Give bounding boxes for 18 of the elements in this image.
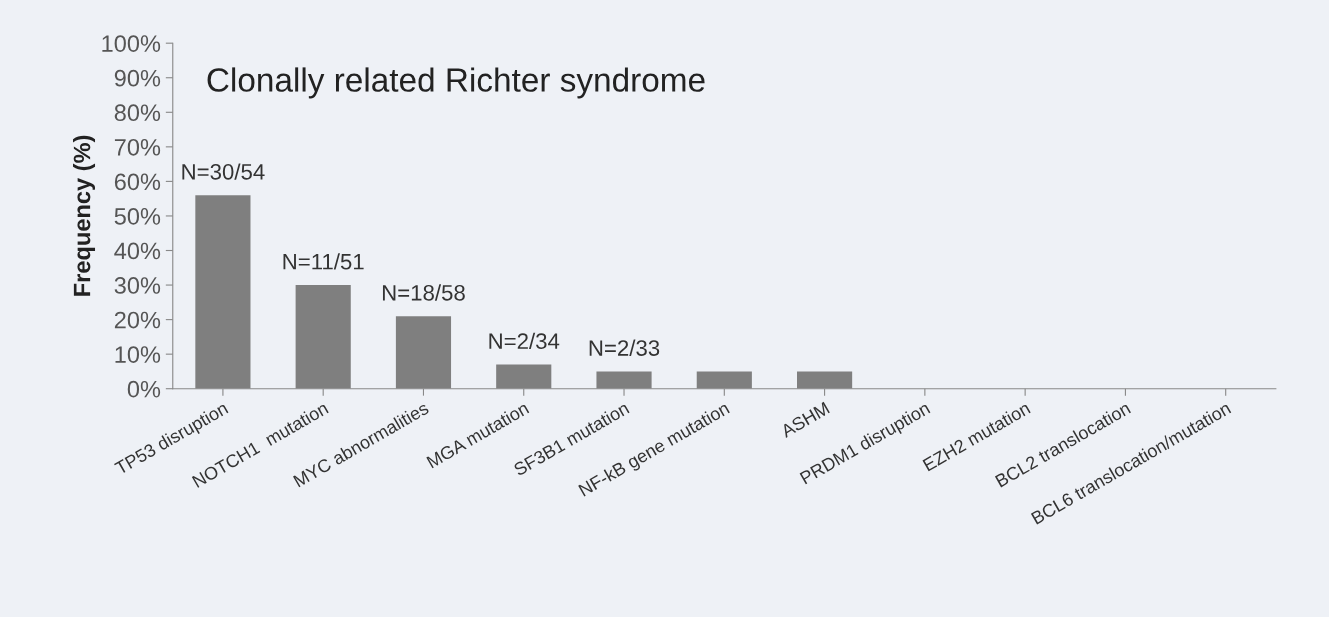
y-tick-label: 70%: [114, 138, 161, 156]
text: Clonally related Richter syndrome: [207, 67, 705, 99]
y-tick-label: 60%: [114, 173, 161, 191]
annotation: N=11/51: [283, 253, 364, 270]
annotation: N=30/54: [182, 163, 265, 180]
annotation: N=2/34: [489, 332, 560, 350]
y-tick-label: 10%: [115, 346, 161, 363]
y-tick-label: 0%: [127, 380, 161, 398]
y-tick-label: 90%: [114, 69, 161, 87]
y-tick-label: 100%: [102, 35, 161, 52]
annotation: N=2/33: [589, 339, 660, 356]
y-tick-label: 40%: [114, 242, 161, 260]
y-axis-title: Frequency (%): [73, 135, 96, 296]
y-tick-label: 50%: [114, 208, 161, 225]
y-tick-label: 20%: [114, 311, 161, 329]
y-tick-label: 30%: [114, 277, 161, 294]
y-tick-label: 80%: [114, 104, 161, 122]
annotation: N=18/58: [382, 284, 465, 301]
